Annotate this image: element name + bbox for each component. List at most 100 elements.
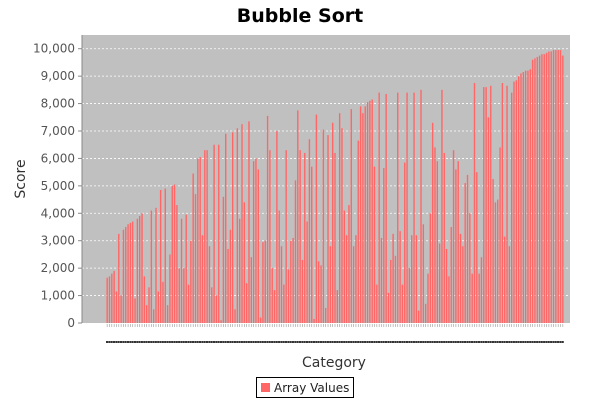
- x-tick-label: [196, 341, 199, 343]
- bar: [159, 189, 162, 323]
- bar: [390, 259, 392, 323]
- x-tick-label: [161, 341, 164, 343]
- legend-label: Array Values: [274, 380, 350, 395]
- bar: [362, 113, 364, 323]
- x-tick-label: [238, 341, 241, 343]
- x-tick-label: [192, 341, 195, 343]
- bar: [287, 269, 290, 323]
- bar: [545, 52, 548, 323]
- bar: [380, 237, 383, 323]
- bar: [501, 83, 504, 323]
- y-axis-label: Score: [13, 159, 29, 198]
- x-tick-label: [384, 341, 388, 343]
- x-tick-label: [159, 341, 162, 343]
- y-axis: 0 1,000 2,000 3,000 4,000 5,000 6,000 7,000 8,00…: [33, 35, 83, 330]
- x-tick-label: [368, 341, 371, 343]
- x-tick-label: [477, 341, 481, 343]
- bar: [299, 150, 301, 323]
- x-tick-label: [482, 341, 485, 343]
- x-tick-label: [124, 341, 127, 343]
- x-tick-label: [491, 341, 495, 343]
- x-tick-label: [308, 341, 311, 343]
- bar: [438, 243, 441, 323]
- x-tick-label: [387, 341, 390, 343]
- x-tick-label: [343, 341, 346, 343]
- x-tick-label: [152, 341, 155, 343]
- bar: [420, 89, 422, 323]
- x-tick-label: [557, 341, 560, 343]
- legend: Array Values: [256, 377, 355, 398]
- x-tick-label: [543, 341, 546, 343]
- bar: [520, 73, 522, 324]
- x-tick-label: [189, 341, 192, 343]
- x-tick-label: [257, 341, 260, 343]
- bar: [427, 273, 429, 323]
- bar: [334, 152, 336, 323]
- x-tick-label: [554, 341, 557, 343]
- x-tick-label: [278, 341, 281, 343]
- x-tick-label: [529, 341, 532, 343]
- bar: [157, 291, 159, 323]
- x-tick-label: [473, 341, 476, 343]
- bar: [399, 231, 401, 323]
- x-tick-label: [252, 341, 255, 343]
- bar: [445, 248, 448, 323]
- x-tick-label: [359, 341, 362, 343]
- bar: [329, 246, 332, 323]
- x-axis-label: Category: [302, 355, 366, 371]
- x-tick-label: [289, 341, 292, 343]
- x-tick-label: [296, 341, 299, 343]
- x-tick-label: [405, 341, 408, 343]
- x-tick-label: [429, 341, 432, 343]
- x-tick-label: [508, 341, 511, 343]
- chart-title: Bubble Sort: [237, 5, 363, 27]
- x-tick-label: [145, 341, 148, 343]
- bar: [452, 150, 455, 323]
- x-tick-label: [133, 341, 136, 343]
- bar: [294, 180, 297, 323]
- x-tick-label: [147, 341, 150, 343]
- x-tick-label: [373, 341, 376, 343]
- x-tick-label: [122, 341, 125, 343]
- x-tick-label: [315, 341, 318, 343]
- x-tick-label: [194, 341, 197, 343]
- x-tick-label: [203, 341, 206, 343]
- bar: [366, 102, 369, 323]
- bar: [264, 240, 266, 323]
- x-tick-label: [259, 341, 262, 343]
- bar: [376, 284, 378, 323]
- bar: [106, 277, 108, 323]
- bar: [369, 100, 371, 323]
- x-tick-label: [338, 341, 341, 343]
- y-tick-label: 6,000: [41, 151, 75, 165]
- bar: [480, 257, 483, 323]
- bar: [141, 213, 143, 323]
- x-tick-label: [350, 341, 353, 343]
- x-tick-label: [119, 341, 123, 343]
- y-tick-label: 2,000: [41, 261, 75, 275]
- bar: [418, 310, 420, 323]
- x-tick-label: [561, 341, 564, 343]
- bar: [431, 122, 434, 324]
- x-tick-label: [168, 341, 171, 343]
- bar: [152, 309, 155, 323]
- x-tick-label: [550, 341, 553, 343]
- bar: [143, 276, 146, 323]
- x-tick-label: [510, 341, 513, 343]
- bar: [348, 205, 350, 323]
- bar: [436, 161, 438, 323]
- bar: [290, 240, 292, 323]
- bar: [250, 257, 252, 323]
- x-tick-label: [143, 341, 146, 343]
- x-tick-label: [354, 341, 357, 343]
- x-tick-label: [243, 341, 246, 343]
- bar: [325, 307, 327, 323]
- x-tick-label: [110, 341, 113, 343]
- x-tick-label: [426, 341, 429, 343]
- x-tick-label: [501, 341, 504, 343]
- bar: [129, 222, 132, 323]
- x-tick-label: [361, 341, 364, 343]
- x-tick-label: [559, 341, 562, 343]
- x-tick-label: [424, 341, 427, 343]
